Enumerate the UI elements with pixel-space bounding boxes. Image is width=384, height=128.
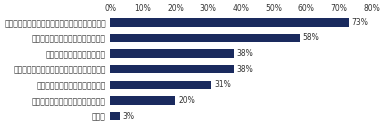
Text: 58%: 58% [302, 34, 319, 42]
Bar [110, 65, 234, 73]
Text: 38%: 38% [237, 49, 253, 58]
Bar [110, 112, 120, 120]
Bar [110, 81, 211, 89]
Text: 31%: 31% [214, 80, 231, 89]
Bar [110, 18, 349, 27]
Bar [110, 96, 175, 105]
Text: 3%: 3% [122, 111, 134, 121]
Text: 73%: 73% [351, 18, 368, 27]
Bar [110, 34, 300, 42]
Text: 20%: 20% [178, 96, 195, 105]
Bar [110, 49, 234, 58]
Text: 38%: 38% [237, 65, 253, 74]
